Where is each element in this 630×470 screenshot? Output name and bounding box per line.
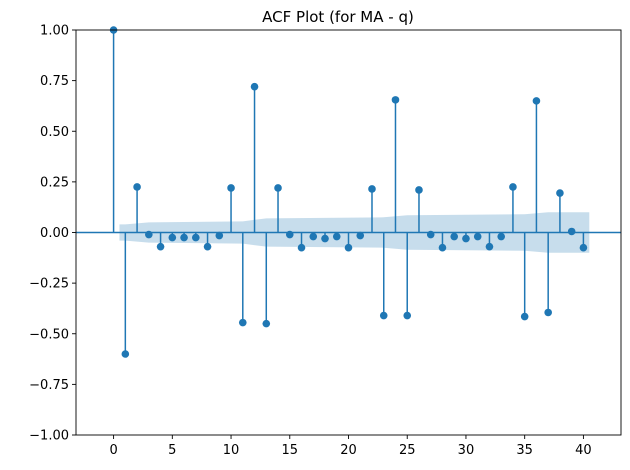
x-tick-label: 35 [516, 443, 533, 458]
chart-title: ACF Plot (for MA - q) [262, 8, 414, 26]
acf-point [450, 232, 459, 241]
acf-point [532, 97, 541, 105]
acf-point [485, 242, 494, 251]
acf-point [556, 189, 564, 197]
acf-point [344, 243, 353, 252]
y-tick-label: 0.25 [40, 175, 69, 190]
acf-point [250, 82, 259, 91]
y-tick-label: 0.50 [40, 125, 69, 140]
acf-point [262, 319, 271, 328]
acf-point [438, 243, 447, 252]
acf-point [544, 308, 552, 317]
acf-point [274, 184, 282, 192]
acf-point [180, 233, 188, 242]
acf-point [579, 243, 588, 252]
acf-point [520, 312, 529, 321]
acf-point [133, 183, 141, 191]
y-tick-label: 0.00 [40, 226, 69, 241]
acf-point [356, 231, 365, 240]
acf-point [567, 227, 576, 236]
acf-point [215, 231, 224, 240]
x-tick-label: 20 [340, 443, 357, 458]
x-tick-label: 15 [281, 443, 298, 458]
y-tick-label: −1.00 [29, 429, 69, 444]
axes: 0 5 10 15 20 25 30 35 40 1.00 0.75 0.50 0.25 0.00 −0.2… [29, 24, 622, 458]
x-tick-label: 30 [458, 443, 475, 458]
y-tick-label: −0.50 [29, 327, 69, 342]
x-tick-label: 25 [399, 443, 416, 458]
acf-point [332, 232, 341, 241]
x-tick-label: 0 [109, 443, 117, 458]
x-tick-label: 5 [168, 443, 176, 458]
acf-point [509, 183, 517, 191]
acf-point [156, 242, 165, 251]
acf-point [379, 311, 388, 320]
acf-point [297, 243, 306, 252]
x-tick-label: 40 [575, 443, 592, 458]
acf-point [321, 234, 329, 243]
stem-layer [76, 26, 621, 358]
acf-point [121, 350, 130, 358]
acf-point [403, 311, 412, 320]
acf-point [238, 318, 247, 327]
acf-point [168, 233, 177, 242]
acf-point [473, 232, 482, 241]
x-tick-label: 10 [223, 443, 240, 458]
acf-point [368, 185, 376, 193]
y-tick-label: 1.00 [40, 24, 69, 39]
acf-point [309, 232, 318, 241]
acf-point [192, 233, 200, 242]
y-tick-label: −0.25 [29, 277, 69, 292]
y-tick-label: 0.75 [40, 74, 69, 89]
acf-point [497, 232, 505, 241]
acf-point [462, 234, 470, 243]
acf-point [415, 186, 423, 194]
y-tick-label: −0.75 [29, 378, 69, 393]
acf-point [203, 242, 212, 251]
acf-point [227, 184, 235, 192]
acf-point [391, 96, 400, 104]
